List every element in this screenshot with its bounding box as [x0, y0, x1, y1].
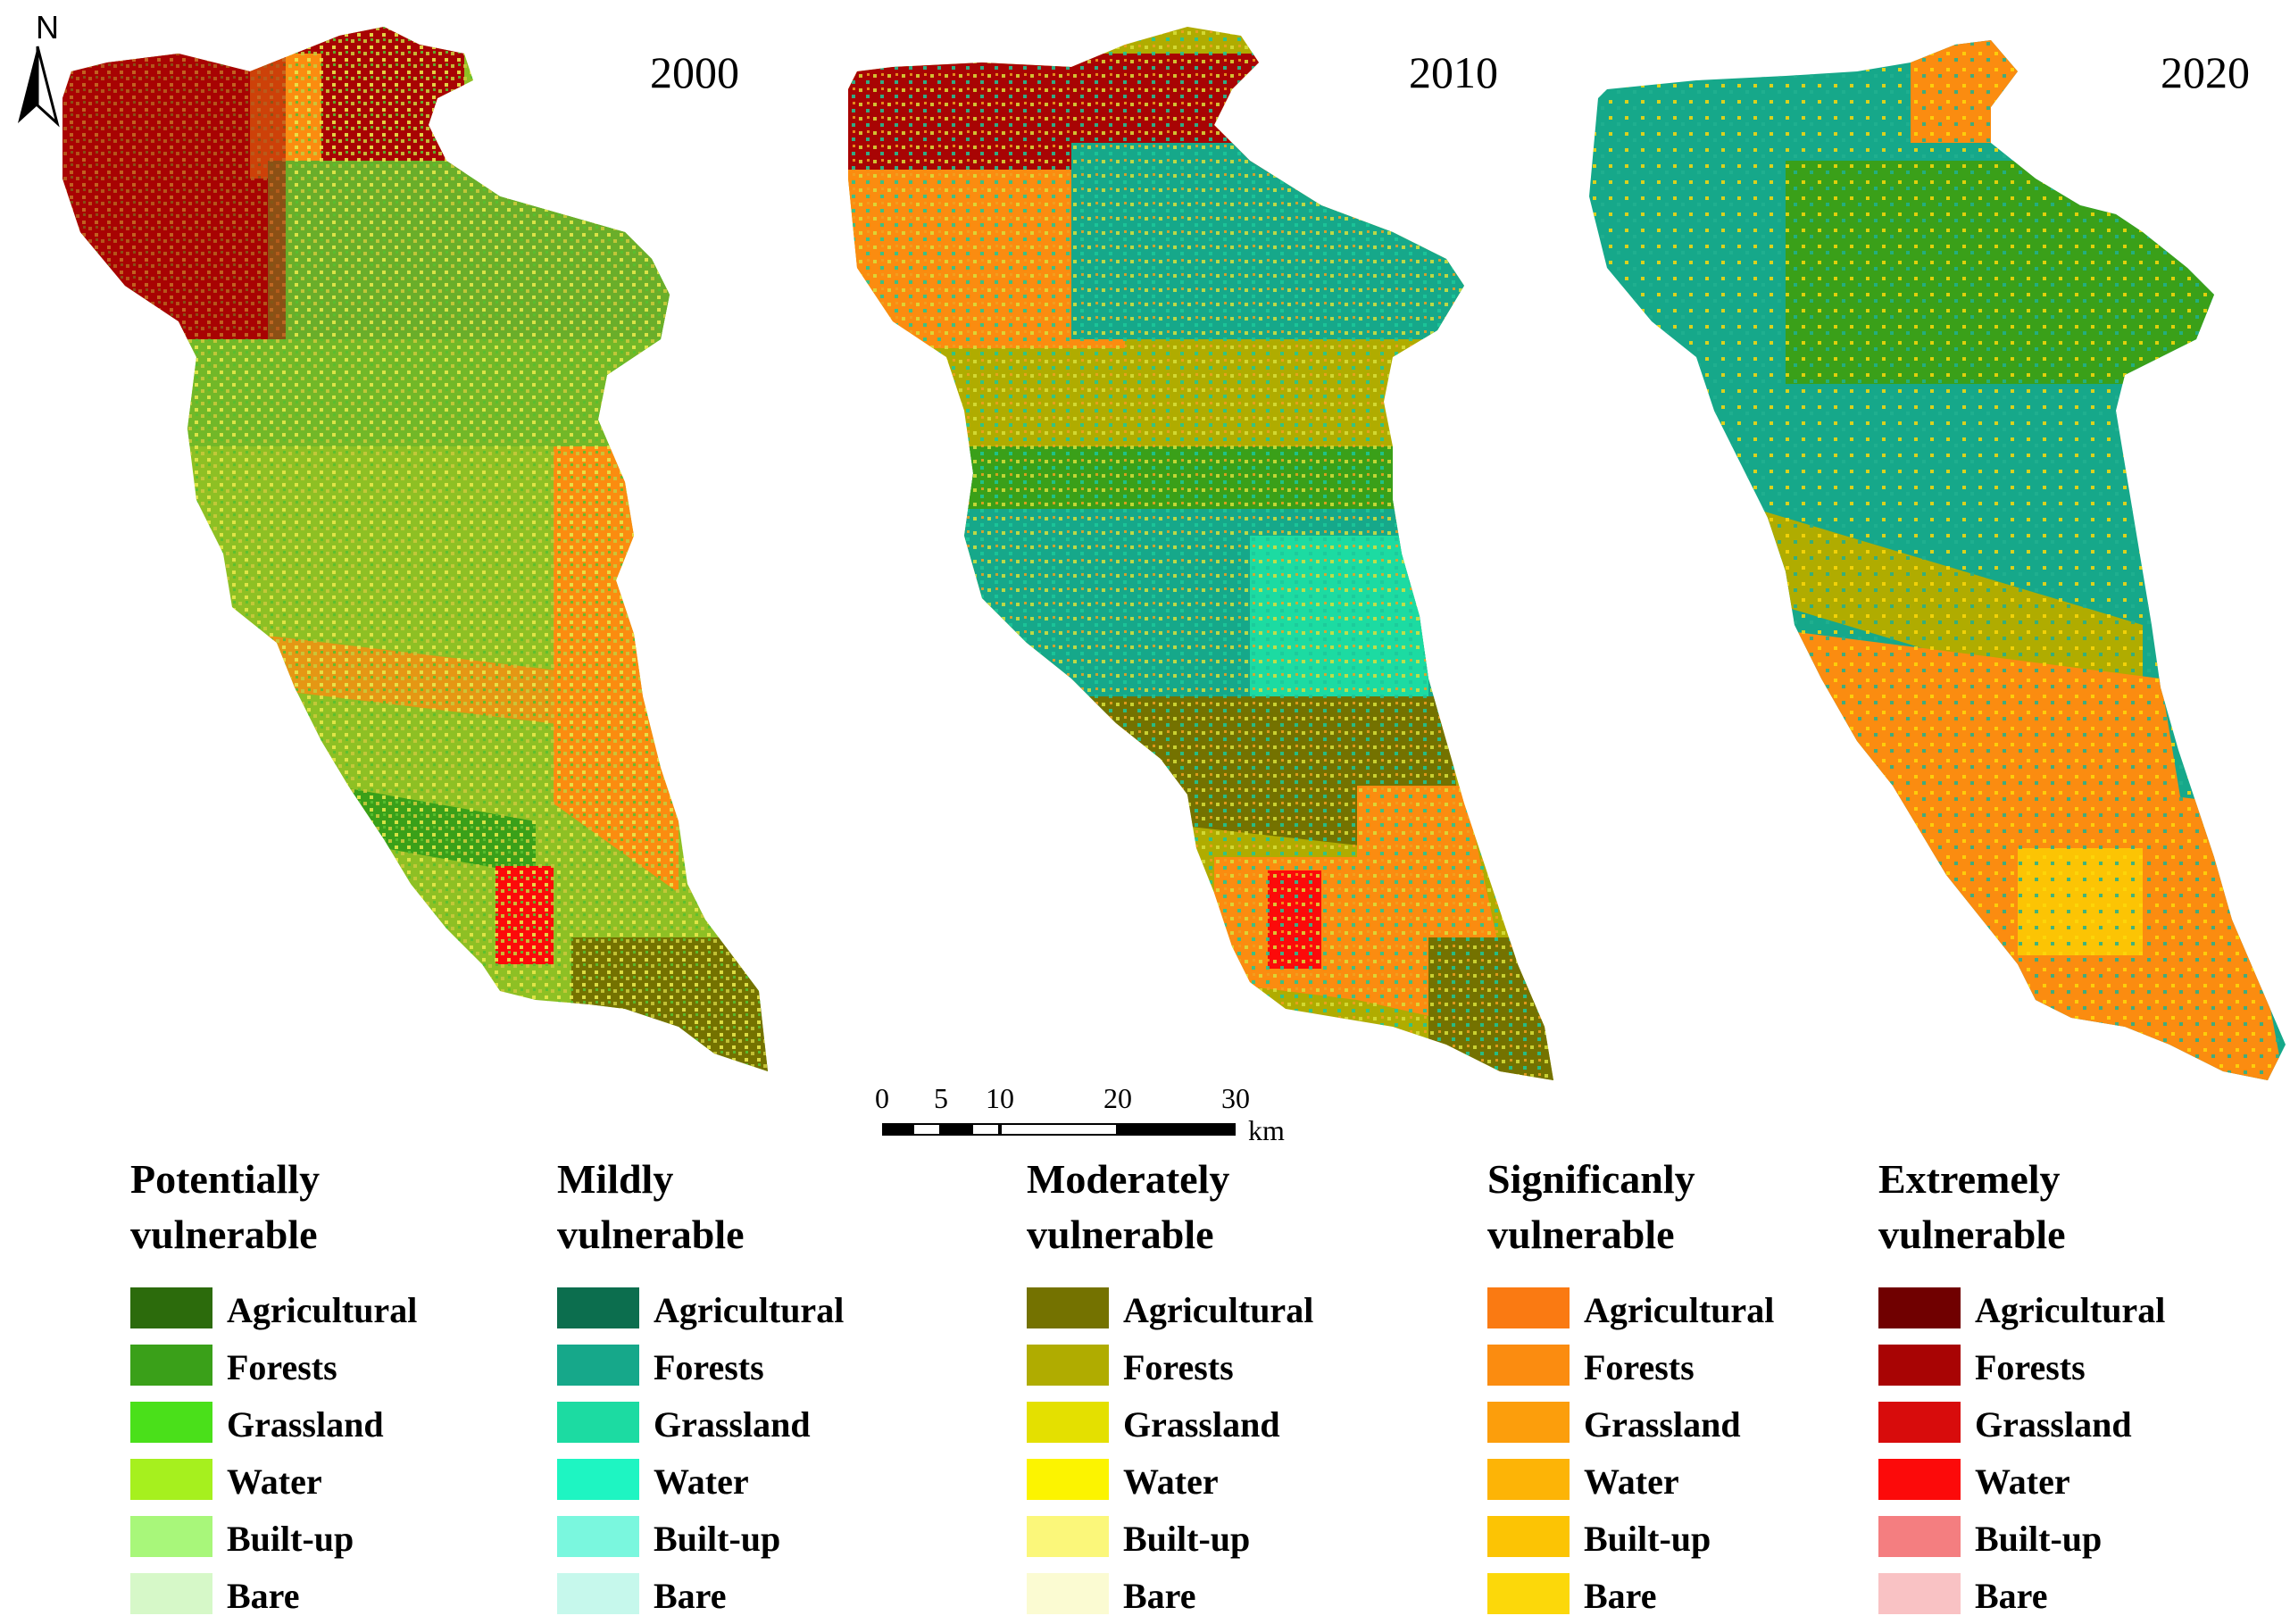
north-label: N [36, 9, 59, 46]
legend-item-label: Grassland [654, 1404, 811, 1445]
legend-swatch [557, 1573, 639, 1614]
map-2010 [848, 27, 1553, 1080]
legend-item-label: Built-up [654, 1519, 781, 1559]
legend-swatch [1487, 1459, 1570, 1500]
legend-swatch [1878, 1287, 1961, 1328]
legend-title: vulnerable [1487, 1212, 1675, 1257]
legend-item-label: Bare [1584, 1576, 1657, 1616]
legend-swatch [1487, 1402, 1570, 1443]
legend-swatch [1027, 1402, 1109, 1443]
legend-swatch [1027, 1459, 1109, 1500]
legend-item-label: Agricultural [227, 1290, 418, 1330]
scale-segment [971, 1123, 1000, 1136]
legend-item-label: Built-up [1123, 1519, 1251, 1559]
legend-swatch [1878, 1516, 1961, 1557]
scale-tick-10: 10 [986, 1082, 1014, 1114]
legend-swatch [130, 1287, 212, 1328]
legend-item-label: Grassland [227, 1404, 384, 1445]
legend-item-label: Agricultural [1123, 1290, 1314, 1330]
legend-swatch [1027, 1287, 1109, 1328]
scale-bar: 0 5 10 20 30 km [875, 1082, 1303, 1146]
legend-item-label: Forests [1123, 1347, 1234, 1387]
legend-swatch [130, 1459, 212, 1500]
legend-swatch [557, 1345, 639, 1386]
scale-segment [1118, 1123, 1236, 1136]
legend-swatch [1027, 1345, 1109, 1386]
legend-title: Potentially [130, 1156, 321, 1202]
legend-swatch [1878, 1573, 1961, 1614]
legend-title: Significanly [1487, 1156, 1695, 1202]
legend-swatch [130, 1402, 212, 1443]
legend-moderately-vulnerable: Moderately vulnerable Agricultural Fores… [1027, 1152, 1313, 1616]
legend-title: vulnerable [1878, 1212, 2066, 1257]
year-label-2010: 2010 [1409, 47, 1498, 97]
legend-significanly-vulnerable: Significanly vulnerable Agricultural For… [1487, 1152, 1774, 1616]
legend-swatch [1027, 1516, 1109, 1557]
north-arrow-icon [18, 46, 60, 128]
legend-swatch [1027, 1573, 1109, 1614]
legend-swatch [1878, 1459, 1961, 1500]
legend-extremely-vulnerable: Extremely vulnerable Agricultural Forest… [1878, 1152, 2165, 1616]
legend-item-label: Water [227, 1462, 322, 1502]
legend-swatch [1487, 1287, 1570, 1328]
scale-segment [1000, 1123, 1118, 1136]
legend-swatch [130, 1573, 212, 1614]
legend-potentially-vulnerable: Potentially vulnerable Agricultural Fore… [130, 1152, 417, 1616]
legend-item-label: Bare [654, 1576, 727, 1616]
legend-title: Moderately [1027, 1156, 1230, 1202]
legend-item-label: Water [1123, 1462, 1219, 1502]
legend-item-label: Built-up [1975, 1519, 2103, 1559]
year-label-2020: 2020 [2161, 47, 2250, 97]
legend-item-label: Grassland [1975, 1404, 2132, 1445]
legend-item-label: Agricultural [1975, 1290, 2166, 1330]
legend-title: Extremely [1878, 1156, 2061, 1202]
legend-item-label: Bare [1975, 1576, 2048, 1616]
legend-swatch [1878, 1402, 1961, 1443]
legend-title: Mildly [557, 1156, 674, 1202]
legend-swatch [1487, 1516, 1570, 1557]
legend-item-label: Agricultural [654, 1290, 845, 1330]
legend-title: vulnerable [130, 1212, 318, 1257]
year-label-2000: 2000 [650, 47, 739, 97]
map-2020 [1589, 40, 2286, 1080]
map-2000 [62, 27, 768, 1071]
legend-swatch [557, 1516, 639, 1557]
scale-segment [912, 1123, 941, 1136]
legend-swatch [557, 1287, 639, 1328]
legend-title: vulnerable [557, 1212, 745, 1257]
legend-swatch [130, 1345, 212, 1386]
scale-tick-0: 0 [875, 1082, 889, 1114]
legend-swatch [1487, 1345, 1570, 1386]
legend-item-label: Forests [1975, 1347, 2086, 1387]
legend-item-label: Forests [1584, 1347, 1695, 1387]
scale-unit: km [1248, 1114, 1285, 1146]
scale-tick-20: 20 [1103, 1082, 1132, 1114]
legend-item-label: Grassland [1123, 1404, 1280, 1445]
legend-item-label: Forests [654, 1347, 764, 1387]
legend-item-label: Bare [227, 1576, 300, 1616]
vulnerability-maps [0, 0, 2286, 1080]
legend-mildly-vulnerable: Mildly vulnerable Agricultural Forests G… [557, 1152, 844, 1616]
legend-swatch [1487, 1573, 1570, 1614]
legend-item-label: Bare [1123, 1576, 1196, 1616]
legend-item-label: Agricultural [1584, 1290, 1775, 1330]
legend-item-label: Built-up [1584, 1519, 1711, 1559]
legend-swatch [557, 1402, 639, 1443]
north-arrow: N [11, 5, 64, 130]
legend-item-label: Forests [227, 1347, 337, 1387]
scale-tick-5: 5 [934, 1082, 948, 1114]
legend-item-label: Grassland [1584, 1404, 1741, 1445]
legend-title: vulnerable [1027, 1212, 1214, 1257]
legend-item-label: Water [1975, 1462, 2070, 1502]
legend-swatch [1878, 1345, 1961, 1386]
legend-item-label: Water [654, 1462, 749, 1502]
scale-tick-30: 30 [1221, 1082, 1250, 1114]
legend-swatch [557, 1459, 639, 1500]
scale-segment [882, 1123, 912, 1136]
legend-item-label: Water [1584, 1462, 1679, 1502]
scale-segment [941, 1123, 971, 1136]
legend-swatch [130, 1516, 212, 1557]
legend-item-label: Built-up [227, 1519, 354, 1559]
